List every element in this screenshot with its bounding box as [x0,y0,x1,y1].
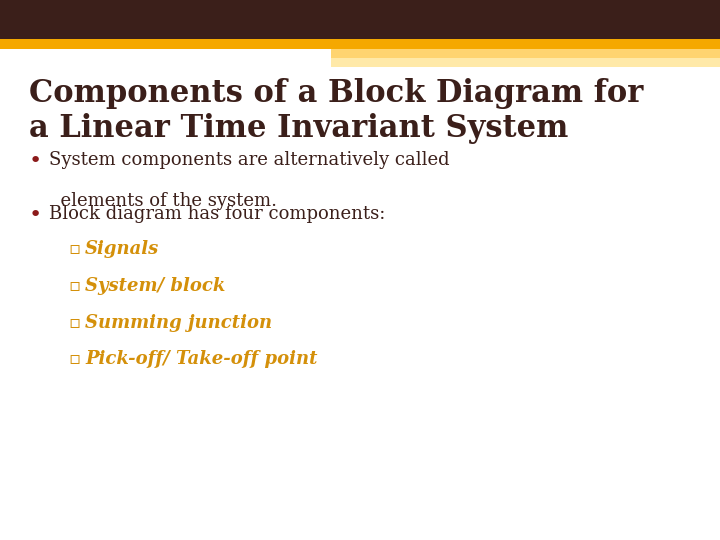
Text: a Linear Time Invariant System: a Linear Time Invariant System [29,113,568,144]
Text: System components are alternatively called: System components are alternatively call… [49,151,449,169]
Text: •: • [29,151,42,171]
Text: elements of the system.: elements of the system. [49,192,277,210]
Text: •: • [29,205,42,225]
Text: ▫: ▫ [68,350,81,368]
Text: ▫: ▫ [68,277,81,295]
Text: Signals: Signals [85,240,159,258]
Text: System/ block: System/ block [85,277,225,295]
FancyBboxPatch shape [0,0,720,39]
Text: ▫: ▫ [68,314,81,332]
FancyBboxPatch shape [331,49,720,58]
FancyBboxPatch shape [331,58,720,67]
Text: ▫: ▫ [68,240,81,258]
Text: Block diagram has four components:: Block diagram has four components: [49,205,385,223]
FancyBboxPatch shape [0,39,720,49]
Text: Pick-off/ Take-off point: Pick-off/ Take-off point [85,350,318,368]
Text: Components of a Block Diagram for: Components of a Block Diagram for [29,78,643,109]
Text: Summing junction: Summing junction [85,314,272,332]
